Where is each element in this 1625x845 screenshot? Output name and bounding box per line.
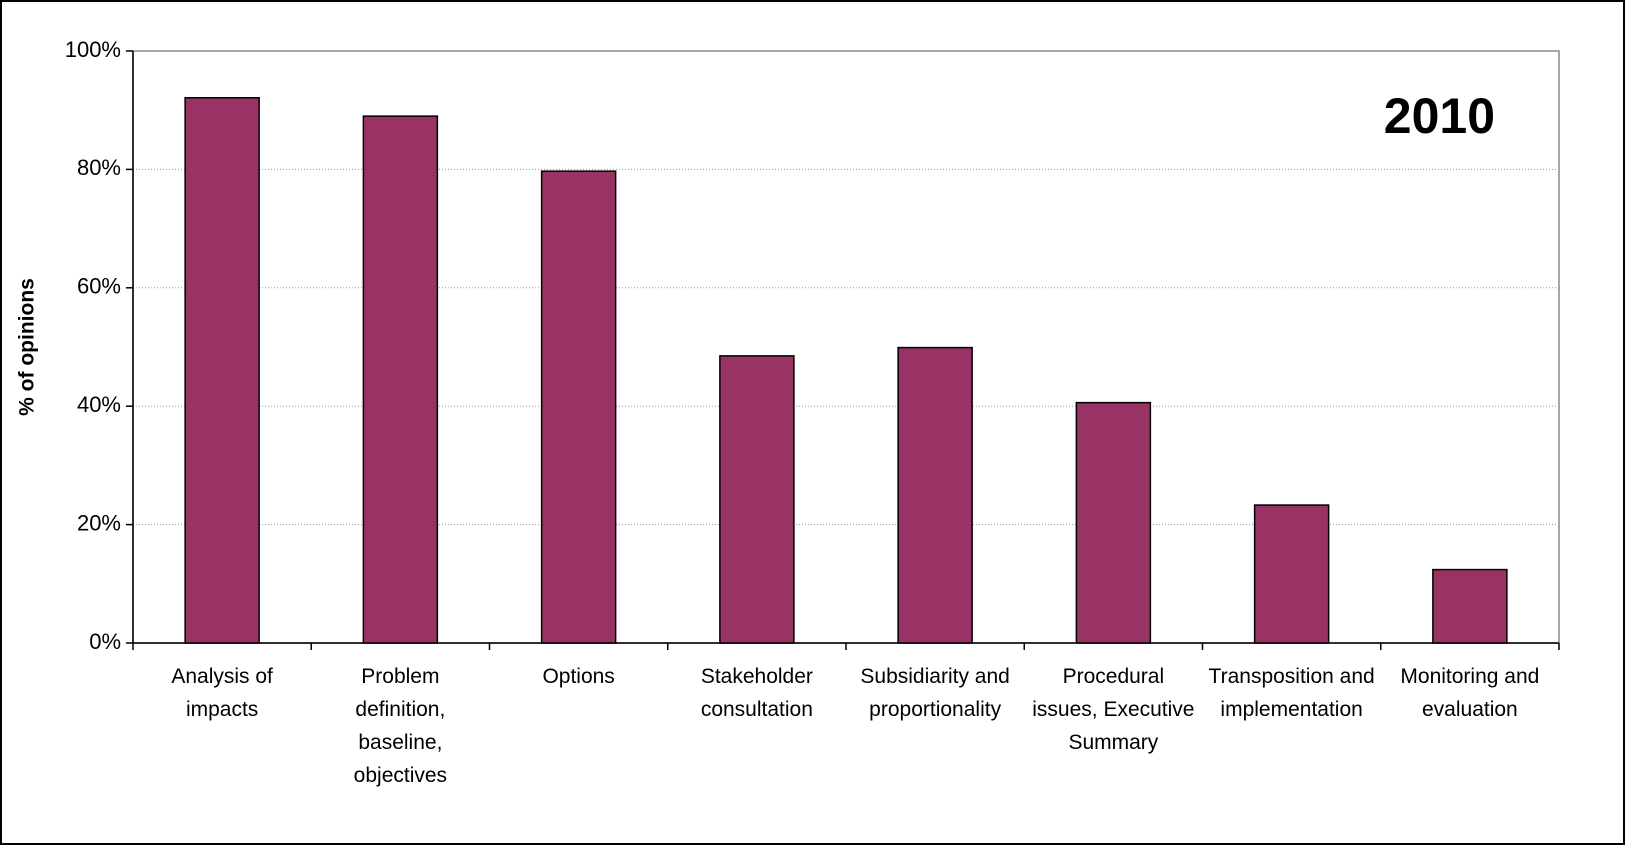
x-tick-label: Problem definition, baseline, objectives [353, 665, 448, 787]
x-tick-label: Transposition and implementation [1208, 665, 1375, 721]
bar [719, 355, 795, 644]
bar [362, 115, 439, 644]
y-tick-label: 0% [89, 629, 121, 654]
bar [897, 346, 973, 644]
y-tick-label: 80% [77, 155, 121, 180]
bar [1432, 568, 1508, 644]
x-tick-label: Options [542, 665, 615, 688]
x-tick-label: Analysis of impacts [171, 665, 273, 721]
bar [1253, 504, 1330, 644]
x-tick-label: Subsidiarity and proportionality [860, 665, 1010, 721]
x-tick-label: Procedural issues, Executive Summary [1032, 665, 1195, 754]
y-tick-label: 100% [65, 37, 121, 62]
x-tick-label: Monitoring and evaluation [1400, 665, 1540, 721]
y-tick-label: 20% [77, 510, 121, 535]
y-axis-label: % of opinions [16, 278, 39, 416]
x-tick-label: Stakeholder consultation [700, 665, 813, 721]
bar [540, 170, 617, 644]
annotation: 2010 [1384, 88, 1495, 144]
bar [184, 97, 260, 644]
plot-area [132, 50, 1560, 644]
y-tick-label: 40% [77, 392, 121, 417]
bar [1075, 401, 1152, 644]
y-tick-label: 60% [77, 274, 121, 299]
